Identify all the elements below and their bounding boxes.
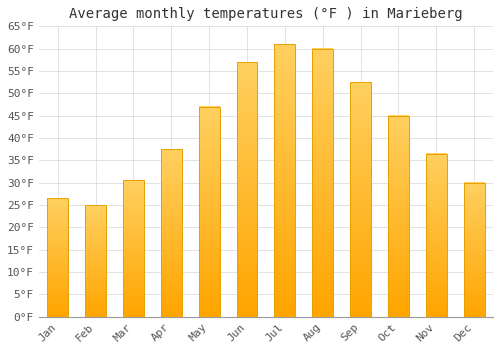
Bar bbox=[312, 49, 333, 317]
Title: Average monthly temperatures (°F ) in Marieberg: Average monthly temperatures (°F ) in Ma… bbox=[69, 7, 462, 21]
Bar bbox=[464, 183, 484, 317]
Bar bbox=[426, 154, 446, 317]
Bar bbox=[161, 149, 182, 317]
Bar bbox=[274, 44, 295, 317]
Bar bbox=[48, 198, 68, 317]
Bar bbox=[350, 82, 371, 317]
Bar bbox=[123, 181, 144, 317]
Bar bbox=[198, 107, 220, 317]
Bar bbox=[388, 116, 409, 317]
Bar bbox=[236, 62, 258, 317]
Bar bbox=[85, 205, 106, 317]
